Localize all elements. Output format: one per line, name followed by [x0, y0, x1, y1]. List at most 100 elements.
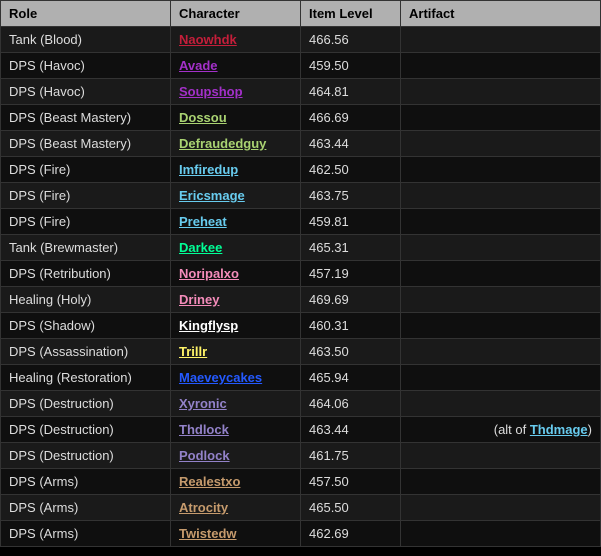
character-cell: Avade	[171, 53, 301, 79]
character-cell: Naowhdk	[171, 27, 301, 53]
artifact-cell	[401, 209, 601, 235]
col-artifact-header[interactable]: Artifact	[401, 1, 601, 27]
character-link[interactable]: Avade	[179, 58, 218, 73]
role-cell: DPS (Havoc)	[1, 53, 171, 79]
role-cell: DPS (Arms)	[1, 495, 171, 521]
character-link[interactable]: Atrocity	[179, 500, 228, 515]
character-cell: Twistedw	[171, 521, 301, 547]
item-level-cell: 463.44	[301, 417, 401, 443]
character-cell: Thdlock	[171, 417, 301, 443]
character-cell: Preheat	[171, 209, 301, 235]
role-cell: DPS (Havoc)	[1, 79, 171, 105]
table-row: DPS (Arms) Twistedw 462.69	[1, 521, 601, 547]
artifact-cell	[401, 365, 601, 391]
artifact-cell	[401, 131, 601, 157]
character-link[interactable]: Xyronic	[179, 396, 227, 411]
role-cell: DPS (Assassination)	[1, 339, 171, 365]
artifact-cell: (alt of Thdmage)	[401, 417, 601, 443]
alt-character-link[interactable]: Thdmage	[530, 422, 588, 437]
item-level-cell: 457.50	[301, 469, 401, 495]
role-cell: DPS (Destruction)	[1, 417, 171, 443]
artifact-cell	[401, 261, 601, 287]
artifact-cell	[401, 521, 601, 547]
character-cell: Soupshop	[171, 79, 301, 105]
item-level-cell: 466.56	[301, 27, 401, 53]
character-link[interactable]: Imfiredup	[179, 162, 238, 177]
character-link[interactable]: Soupshop	[179, 84, 243, 99]
table-row: DPS (Havoc) Avade 459.50	[1, 53, 601, 79]
character-link[interactable]: Podlock	[179, 448, 230, 463]
col-item-level-header[interactable]: Item Level	[301, 1, 401, 27]
character-cell: Driney	[171, 287, 301, 313]
character-link[interactable]: Ericsmage	[179, 188, 245, 203]
table-row: DPS (Destruction)Xyronic464.06	[1, 391, 601, 417]
artifact-cell	[401, 79, 601, 105]
table-row: DPS (Beast Mastery) Defraudedguy 463.44	[1, 131, 601, 157]
role-cell: DPS (Fire)	[1, 157, 171, 183]
role-cell: Tank (Blood)	[1, 27, 171, 53]
artifact-cell	[401, 313, 601, 339]
item-level-cell: 464.06	[301, 391, 401, 417]
table-row: DPS (Retribution)Noripalxo457.19	[1, 261, 601, 287]
character-link[interactable]: Defraudedguy	[179, 136, 266, 151]
character-cell: Maeveycakes	[171, 365, 301, 391]
role-cell: DPS (Beast Mastery)	[1, 131, 171, 157]
item-level-cell: 463.44	[301, 131, 401, 157]
role-cell: DPS (Arms)	[1, 521, 171, 547]
artifact-cell	[401, 183, 601, 209]
character-link[interactable]: Preheat	[179, 214, 227, 229]
artifact-cell	[401, 105, 601, 131]
item-level-cell: 463.50	[301, 339, 401, 365]
table-row: DPS (Arms)Realestxo457.50	[1, 469, 601, 495]
artifact-cell	[401, 391, 601, 417]
character-link[interactable]: Driney	[179, 292, 219, 307]
item-level-cell: 466.69	[301, 105, 401, 131]
col-character-header[interactable]: Character	[171, 1, 301, 27]
table-row: DPS (Arms) Atrocity 465.50	[1, 495, 601, 521]
character-link[interactable]: Naowhdk	[179, 32, 237, 47]
character-cell: Realestxo	[171, 469, 301, 495]
artifact-cell	[401, 287, 601, 313]
character-cell: Dossou	[171, 105, 301, 131]
character-link[interactable]: Trillr	[179, 344, 207, 359]
character-link[interactable]: Maeveycakes	[179, 370, 262, 385]
table-row: DPS (Fire)Ericsmage463.75	[1, 183, 601, 209]
role-cell: DPS (Beast Mastery)	[1, 105, 171, 131]
table-row: DPS (Assassination) Trillr 463.50	[1, 339, 601, 365]
role-cell: DPS (Destruction)	[1, 443, 171, 469]
item-level-cell: 462.69	[301, 521, 401, 547]
character-cell: Darkee	[171, 235, 301, 261]
role-cell: DPS (Fire)	[1, 183, 171, 209]
table-row: DPS (Fire) Imfiredup 462.50	[1, 157, 601, 183]
character-link[interactable]: Kingflysp	[179, 318, 238, 333]
table-row: DPS (Beast Mastery) Dossou 466.69	[1, 105, 601, 131]
col-role-header[interactable]: Role	[1, 1, 171, 27]
character-link[interactable]: Noripalxo	[179, 266, 239, 281]
artifact-cell	[401, 495, 601, 521]
role-cell: Healing (Restoration)	[1, 365, 171, 391]
character-link[interactable]: Twistedw	[179, 526, 237, 541]
table-row: Tank (Blood) Naowhdk 466.56	[1, 27, 601, 53]
character-cell: Podlock	[171, 443, 301, 469]
item-level-cell: 469.69	[301, 287, 401, 313]
artifact-cell	[401, 27, 601, 53]
character-link[interactable]: Darkee	[179, 240, 222, 255]
table-row: Healing (Holy)Driney469.69	[1, 287, 601, 313]
character-link[interactable]: Realestxo	[179, 474, 240, 489]
character-cell: Imfiredup	[171, 157, 301, 183]
character-link[interactable]: Dossou	[179, 110, 227, 125]
character-cell: Trillr	[171, 339, 301, 365]
table-row: Tank (Brewmaster)Darkee465.31	[1, 235, 601, 261]
item-level-cell: 459.50	[301, 53, 401, 79]
item-level-cell: 460.31	[301, 313, 401, 339]
artifact-cell	[401, 469, 601, 495]
item-level-cell: 465.50	[301, 495, 401, 521]
character-cell: Defraudedguy	[171, 131, 301, 157]
character-cell: Ericsmage	[171, 183, 301, 209]
character-link[interactable]: Thdlock	[179, 422, 229, 437]
item-level-cell: 462.50	[301, 157, 401, 183]
artifact-cell	[401, 443, 601, 469]
table-row: DPS (Shadow)Kingflysp460.31	[1, 313, 601, 339]
artifact-cell	[401, 157, 601, 183]
artifact-cell	[401, 235, 601, 261]
